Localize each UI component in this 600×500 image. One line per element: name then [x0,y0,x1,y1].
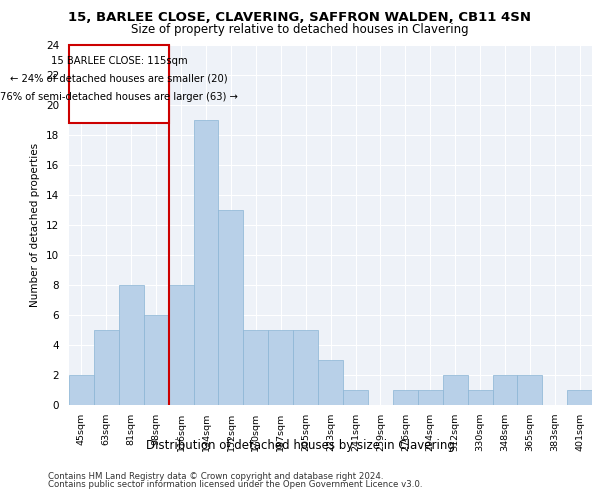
Text: Distribution of detached houses by size in Clavering: Distribution of detached houses by size … [146,440,454,452]
Bar [244,330,268,405]
Text: Contains HM Land Registry data © Crown copyright and database right 2024.: Contains HM Land Registry data © Crown c… [48,472,383,481]
Bar [493,375,517,405]
Bar [194,120,218,405]
Y-axis label: Number of detached properties: Number of detached properties [31,143,40,307]
Text: Size of property relative to detached houses in Clavering: Size of property relative to detached ho… [131,22,469,36]
Bar [567,390,592,405]
Text: 15 BARLEE CLOSE: 115sqm: 15 BARLEE CLOSE: 115sqm [50,56,187,66]
Bar [318,360,343,405]
Bar [94,330,119,405]
Bar [418,390,443,405]
Text: 15, BARLEE CLOSE, CLAVERING, SAFFRON WALDEN, CB11 4SN: 15, BARLEE CLOSE, CLAVERING, SAFFRON WAL… [68,11,532,24]
Bar [119,285,144,405]
Text: Contains public sector information licensed under the Open Government Licence v3: Contains public sector information licen… [48,480,422,489]
Bar [293,330,318,405]
FancyBboxPatch shape [69,45,169,123]
Bar [517,375,542,405]
Bar [443,375,467,405]
Bar [393,390,418,405]
Bar [144,315,169,405]
Bar [268,330,293,405]
Bar [169,285,194,405]
Bar [218,210,244,405]
Bar [69,375,94,405]
Text: ← 24% of detached houses are smaller (20): ← 24% of detached houses are smaller (20… [10,74,227,84]
Text: 76% of semi-detached houses are larger (63) →: 76% of semi-detached houses are larger (… [0,92,238,102]
Bar [343,390,368,405]
Bar [467,390,493,405]
